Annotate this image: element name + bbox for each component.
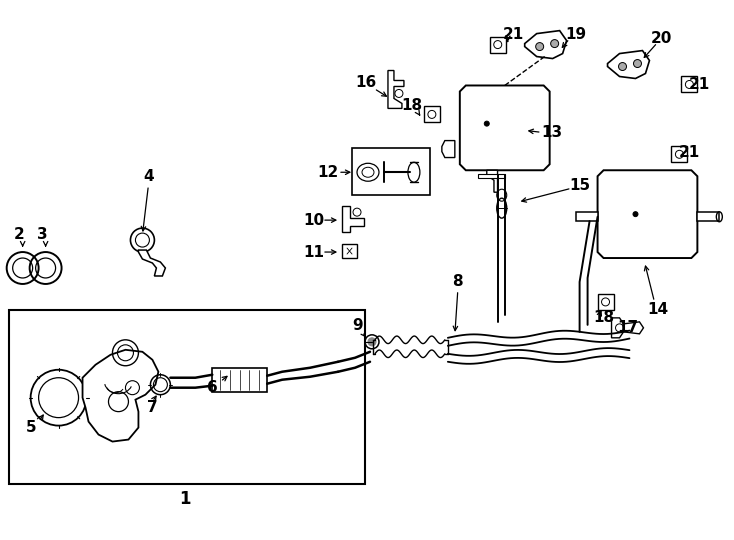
Text: 21: 21	[503, 27, 524, 42]
Polygon shape	[342, 206, 364, 232]
Bar	[597, 294, 614, 310]
Text: 7: 7	[147, 400, 158, 415]
Text: 2: 2	[13, 227, 24, 241]
Text: 8: 8	[453, 274, 463, 289]
Circle shape	[536, 43, 544, 51]
Text: 19: 19	[565, 27, 586, 42]
Polygon shape	[611, 318, 644, 338]
Text: 15: 15	[569, 178, 590, 193]
Polygon shape	[442, 140, 455, 158]
Text: 13: 13	[541, 125, 562, 140]
Circle shape	[619, 63, 627, 71]
Text: 21: 21	[679, 145, 700, 160]
Circle shape	[368, 338, 376, 346]
Polygon shape	[525, 31, 567, 58]
Text: 1: 1	[180, 490, 191, 508]
Text: 4: 4	[143, 168, 153, 184]
Bar	[212, 368, 267, 392]
Circle shape	[550, 39, 559, 48]
Text: 5: 5	[26, 420, 36, 435]
Polygon shape	[487, 170, 498, 192]
Polygon shape	[388, 71, 404, 109]
Bar	[424, 106, 440, 123]
Polygon shape	[459, 85, 550, 170]
Circle shape	[484, 121, 490, 126]
Text: 18: 18	[593, 310, 614, 326]
Text: 17: 17	[617, 320, 638, 335]
Text: 20: 20	[651, 31, 672, 46]
Circle shape	[633, 59, 642, 68]
Text: 6: 6	[207, 380, 218, 395]
Bar	[352, 148, 430, 195]
Polygon shape	[139, 250, 165, 276]
Text: 9: 9	[353, 319, 363, 333]
Text: 10: 10	[304, 213, 324, 228]
Text: 3: 3	[37, 227, 48, 241]
Text: 12: 12	[317, 165, 338, 180]
Bar	[490, 37, 506, 52]
Text: 16: 16	[355, 75, 377, 90]
Polygon shape	[575, 212, 597, 221]
Bar	[672, 146, 688, 163]
Bar	[681, 77, 697, 92]
Polygon shape	[597, 170, 697, 258]
Polygon shape	[608, 51, 650, 78]
Text: 14: 14	[647, 302, 668, 318]
Polygon shape	[82, 350, 159, 442]
Text: 21: 21	[688, 77, 710, 92]
Bar	[9, 310, 365, 484]
Text: 18: 18	[401, 98, 423, 113]
Bar	[342, 244, 357, 258]
Text: 11: 11	[304, 245, 324, 260]
Polygon shape	[478, 174, 505, 178]
Polygon shape	[697, 212, 719, 221]
Circle shape	[633, 212, 638, 217]
